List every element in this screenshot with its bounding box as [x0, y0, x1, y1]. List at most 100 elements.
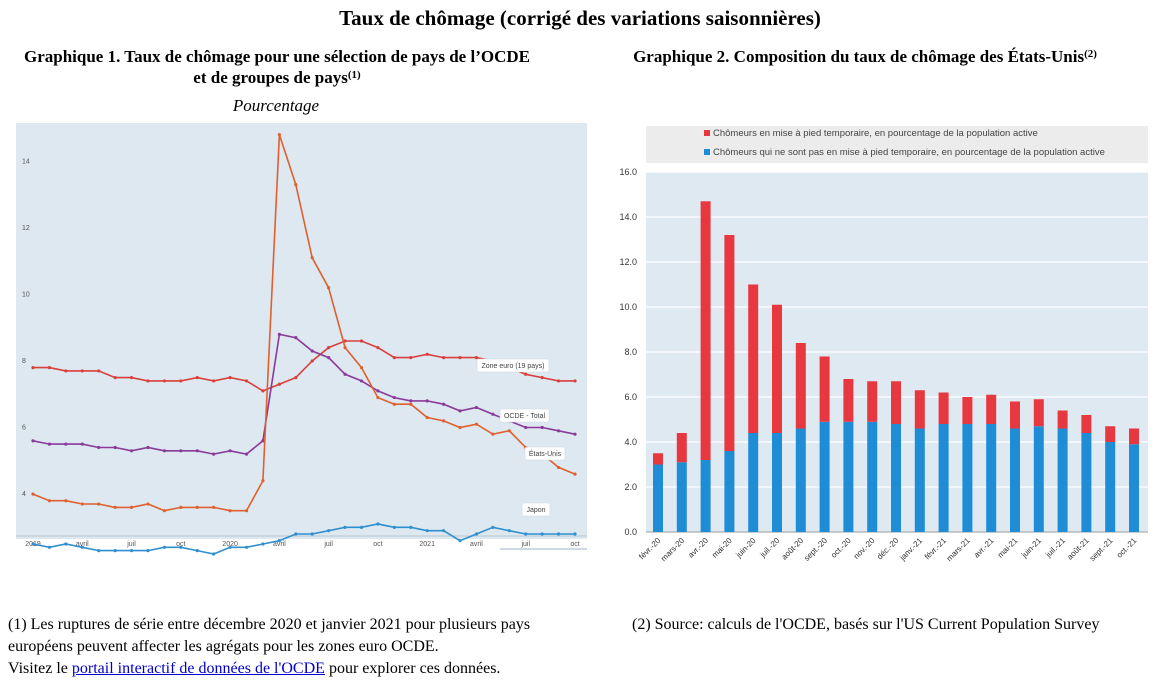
chart2-y-tick-label: 10.0	[619, 302, 637, 312]
chart2-title-text: Graphique 2. Composition du taux de chôm…	[633, 47, 1085, 66]
chart2-x-tick-label: avr.-20	[686, 536, 710, 560]
chart1-data-point	[113, 549, 117, 553]
chart2-bar-not-temporary	[1010, 428, 1020, 532]
chart2-x-tick-label: avr.-21	[972, 536, 996, 560]
chart1-data-point	[47, 499, 52, 503]
chart1-data-point	[294, 375, 298, 380]
chart1-data-point	[442, 419, 446, 423]
chart1-data-point	[179, 379, 183, 383]
chart1-data-point	[47, 545, 52, 549]
chart1-data-point	[294, 182, 298, 187]
chart1-x-tick-label: 2020	[222, 541, 238, 548]
chart1-data-point	[64, 499, 68, 503]
chart1-series-label: Japon	[526, 507, 545, 514]
chart1-data-point	[195, 375, 199, 380]
chart1-data-point	[31, 542, 35, 546]
chart1-data-point	[113, 375, 117, 380]
chart1-data-point	[392, 402, 396, 406]
chart2-bar-temporary	[653, 453, 663, 465]
chart1-data-point	[310, 359, 314, 363]
chart2-bar-not-temporary	[843, 421, 854, 532]
chart1-data-point	[491, 432, 495, 436]
chart1-data-point	[129, 505, 134, 509]
chart1-data-point	[540, 532, 544, 536]
chart1-data-point	[113, 445, 117, 450]
chart1-data-point	[556, 532, 561, 536]
chart1-series-line	[32, 134, 576, 512]
chart2-bar-temporary	[795, 343, 806, 429]
chart1-data-point	[310, 532, 314, 536]
chart1-data-point	[556, 429, 561, 433]
chart2-bar-temporary	[1033, 399, 1044, 427]
chart2-x-tick-label: juil.-20	[758, 536, 782, 560]
chart2-y-tick-label: 6.0	[624, 392, 637, 402]
chart1-data-point	[442, 356, 446, 360]
chart1-x-tick-label: avril	[273, 541, 286, 548]
chart2-legend-label: Chômeurs en mise à pied temporaire, en p…	[713, 128, 1038, 139]
chart1-data-point	[392, 525, 396, 529]
chart1-data-point	[573, 472, 577, 476]
chart2-x-tick-label: déc.-20	[875, 536, 901, 562]
chart1-data-point	[244, 509, 249, 513]
chart2-bar-not-temporary	[867, 421, 878, 532]
chart1-data-point	[359, 525, 364, 529]
chart2-bar-not-temporary	[986, 424, 997, 532]
chart1-title: Graphique 1. Taux de chômage pour une sé…	[18, 46, 536, 88]
chart2-bar-temporary	[986, 394, 997, 424]
chart1-y-tick-label: 12	[22, 225, 30, 232]
chart1-data-point	[540, 375, 544, 380]
chart2-title: Graphique 2. Composition du taux de chôm…	[622, 46, 1108, 67]
chart1-data-point	[80, 442, 84, 446]
chart1-title-text: Graphique 1. Taux de chômage pour une sé…	[24, 47, 530, 87]
chart1-series-label-box	[476, 358, 550, 373]
chart1-x-tick-label: 2021	[419, 541, 435, 548]
chart1-data-point	[310, 256, 314, 260]
chart2-bar-not-temporary	[700, 460, 711, 532]
chart1-x-tick-label: juil	[126, 541, 136, 548]
chart2-bar-not-temporary	[962, 424, 973, 532]
chart1-data-point	[244, 452, 249, 456]
chart1-data-point	[228, 509, 232, 513]
chart1-data-point	[540, 425, 544, 430]
chart1-data-point	[212, 505, 216, 509]
chart1-data-point	[442, 529, 446, 533]
oecd-data-portal-link[interactable]: portail interactif de données de l'OCDE	[71, 660, 325, 677]
chart1-data-point	[573, 379, 577, 383]
chart2-bar-not-temporary	[891, 424, 901, 532]
chart1-data-point	[376, 395, 380, 400]
chart1-data-point	[556, 465, 561, 470]
chart2-x-tick-label: sept.-21	[1088, 536, 1115, 563]
chart1-data-point	[97, 445, 101, 450]
chart1-data-point	[277, 332, 281, 336]
chart2-bar-temporary	[1105, 426, 1116, 442]
chart2-bar-not-temporary	[1129, 444, 1139, 532]
chart1-data-point	[80, 545, 84, 549]
chart1-data-point	[327, 286, 331, 290]
data-portal-note-before: Visitez le	[8, 660, 72, 677]
chart1-data-point	[212, 552, 216, 556]
chart1-data-point	[162, 545, 166, 549]
chart2-bar-not-temporary	[748, 433, 759, 532]
chart1-series-label: États-Unis	[529, 449, 562, 458]
chart1-data-point	[64, 542, 68, 546]
chart1-data-point	[179, 449, 183, 453]
chart1-data-point	[228, 545, 232, 549]
chart1-data-point	[425, 529, 429, 533]
chart1-data-point	[129, 549, 134, 553]
chart1-data-point	[425, 399, 429, 403]
chart1-series-line	[32, 333, 576, 455]
chart1-data-point	[458, 356, 462, 360]
chart2-bar-not-temporary	[1057, 428, 1068, 532]
chart1-data-point	[524, 532, 528, 536]
chart2-bar-temporary	[843, 379, 854, 422]
chart1-y-tick-label: 10	[22, 291, 30, 298]
chart2-bar-not-temporary	[724, 451, 735, 532]
chart1-data-point	[64, 442, 68, 446]
chart1-data-point	[195, 449, 199, 453]
chart2-x-tick-label: août-21	[1065, 536, 1091, 562]
chart1-data-point	[458, 409, 462, 413]
chart1-data-point	[261, 542, 265, 546]
chart1-data-point	[474, 356, 479, 360]
chart1-series-label: OCDE - Total	[504, 413, 546, 420]
chart2-x-tick-label: sept.-20	[802, 536, 829, 563]
